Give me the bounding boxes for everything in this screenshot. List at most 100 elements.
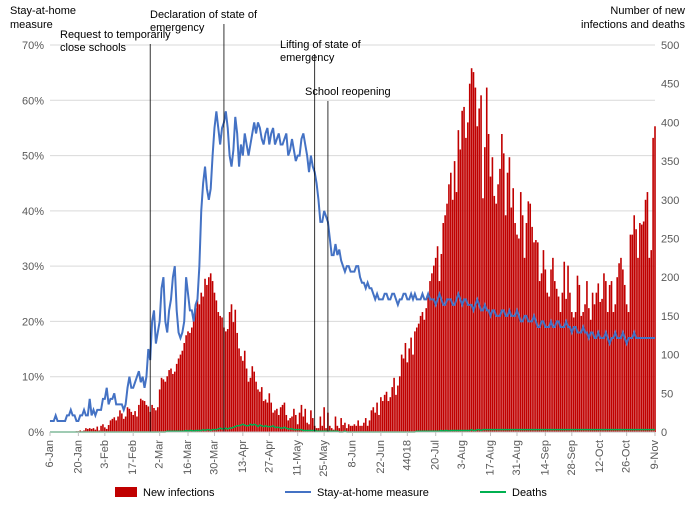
- bar: [176, 364, 178, 432]
- bar: [456, 192, 458, 432]
- bar: [454, 161, 456, 432]
- bar: [552, 258, 554, 432]
- bar: [348, 424, 350, 432]
- bar: [227, 329, 229, 432]
- bar: [233, 322, 235, 432]
- left-tick-label: 20%: [22, 316, 44, 328]
- bar: [214, 293, 216, 432]
- bar: [244, 351, 246, 432]
- x-tick-label: 13-Apr: [237, 440, 249, 473]
- bar: [635, 229, 637, 432]
- bar: [412, 355, 414, 432]
- x-tick-label: 31-Aug: [511, 440, 523, 475]
- bar: [159, 389, 161, 432]
- bar: [276, 409, 278, 432]
- bar: [113, 417, 115, 432]
- bar: [569, 293, 571, 432]
- bars-new-infections: [76, 68, 656, 432]
- bar: [374, 413, 376, 432]
- x-tick-label: 30-Mar: [208, 440, 220, 475]
- bar: [382, 401, 384, 432]
- chart-container: 0%10%20%30%40%50%60%70%05010015020025030…: [0, 0, 690, 506]
- bar: [380, 397, 382, 432]
- bar: [121, 413, 123, 432]
- bar: [401, 355, 403, 432]
- bar: [403, 358, 405, 432]
- bar: [208, 277, 210, 432]
- bar: [178, 358, 180, 432]
- left-tick-label: 40%: [22, 206, 44, 218]
- bar: [363, 423, 365, 432]
- x-tick-label: 11-May: [292, 440, 304, 476]
- bar: [367, 426, 369, 432]
- bar: [168, 370, 170, 432]
- bar: [191, 328, 193, 432]
- bar: [399, 376, 401, 432]
- bar: [473, 72, 475, 432]
- bar: [144, 401, 146, 432]
- bar: [475, 88, 477, 432]
- bar: [320, 417, 322, 432]
- bar: [304, 409, 306, 432]
- bar: [238, 348, 240, 432]
- bar: [189, 333, 191, 432]
- left-tick-label: 0%: [28, 427, 44, 439]
- bar: [289, 418, 291, 432]
- bar: [354, 424, 356, 432]
- bar: [543, 250, 545, 432]
- bar: [193, 320, 195, 432]
- bar: [476, 126, 478, 432]
- bar: [125, 417, 127, 432]
- bar: [372, 407, 374, 432]
- bar: [395, 395, 397, 432]
- left-tick-label: 50%: [22, 151, 44, 163]
- bar: [265, 399, 267, 432]
- x-tick-label: 3-Feb: [99, 440, 111, 469]
- bar: [246, 369, 248, 432]
- bar: [490, 177, 492, 432]
- left-axis-title: Stay-at-home: [10, 5, 76, 17]
- bar: [484, 147, 486, 432]
- bar: [637, 258, 639, 432]
- bar: [272, 413, 274, 432]
- bar: [469, 84, 471, 432]
- bar: [108, 425, 110, 432]
- bar: [102, 424, 104, 432]
- bar: [187, 331, 189, 432]
- bar: [197, 300, 199, 432]
- right-tick-label: 400: [661, 117, 679, 129]
- bar: [446, 204, 448, 432]
- bar: [130, 412, 132, 432]
- bar: [350, 426, 352, 432]
- bar: [240, 356, 242, 432]
- x-tick-label: 28-Sep: [566, 440, 578, 475]
- bar: [420, 316, 422, 432]
- bar: [524, 258, 526, 432]
- bar: [545, 269, 547, 432]
- bar: [482, 198, 484, 432]
- bar: [166, 376, 168, 432]
- bar: [365, 418, 367, 432]
- bar: [110, 420, 112, 432]
- event-label: emergency: [280, 52, 335, 64]
- bar: [100, 426, 102, 432]
- right-tick-label: 300: [661, 195, 679, 207]
- bar: [516, 235, 518, 432]
- right-tick-label: 50: [661, 388, 673, 400]
- event-label: School reopening: [305, 86, 391, 98]
- bar: [624, 285, 626, 432]
- right-tick-label: 150: [661, 311, 679, 323]
- bar: [157, 407, 159, 432]
- right-tick-label: 450: [661, 79, 679, 91]
- bar: [369, 420, 371, 432]
- bar: [531, 227, 533, 432]
- bar: [397, 386, 399, 432]
- bar: [562, 293, 564, 432]
- bar: [439, 281, 441, 432]
- bar: [161, 378, 163, 432]
- bar: [217, 312, 219, 432]
- bar: [414, 331, 416, 432]
- bar: [626, 304, 628, 432]
- left-tick-label: 70%: [22, 40, 44, 52]
- bar: [533, 242, 535, 432]
